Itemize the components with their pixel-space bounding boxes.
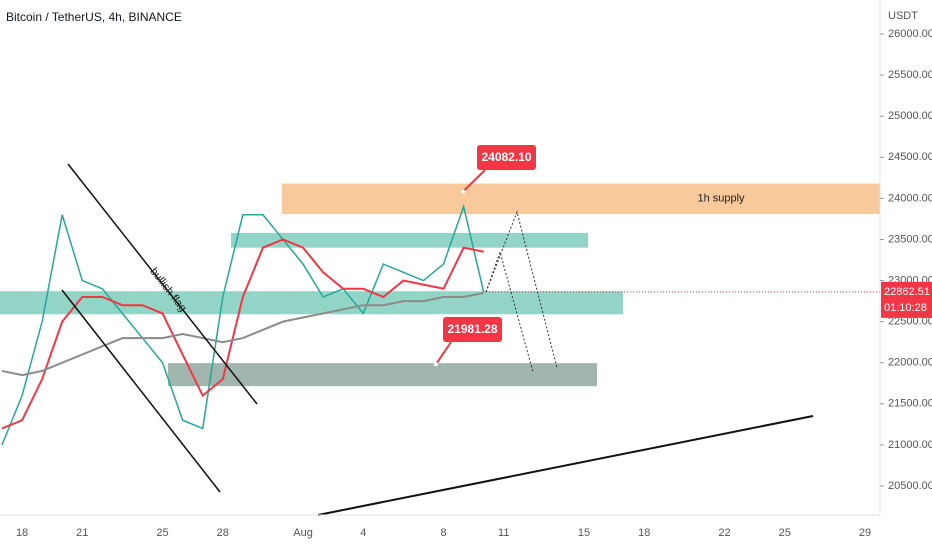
x-tick-label: 28 bbox=[217, 527, 229, 539]
callout-box bbox=[477, 145, 536, 170]
series-line bbox=[1, 203, 485, 446]
callout-anchor bbox=[461, 189, 465, 194]
x-tick-label: 25 bbox=[779, 527, 791, 539]
callout-box bbox=[443, 317, 502, 342]
zone-label: 1h supply bbox=[697, 193, 745, 205]
x-tick-label: 18 bbox=[638, 527, 650, 539]
y-tick-label: 26000.00 bbox=[888, 28, 932, 40]
channel-line bbox=[67, 163, 258, 405]
x-tick-label: 25 bbox=[156, 527, 168, 539]
x-tick-label: Aug bbox=[293, 527, 313, 539]
y-tick-label: 21000.00 bbox=[888, 439, 932, 451]
x-tick-label: 29 bbox=[859, 527, 871, 539]
y-tick-label: 20500.00 bbox=[888, 480, 932, 492]
y-tick-label: 24000.00 bbox=[888, 192, 932, 204]
x-tick-label: 4 bbox=[360, 527, 366, 539]
x-tick-label: 11 bbox=[498, 527, 509, 539]
zone bbox=[0, 291, 623, 315]
y-tick-label: 25000.00 bbox=[888, 110, 932, 122]
plot bbox=[1, 203, 880, 446]
last-price-box bbox=[881, 281, 932, 318]
last-price: 22862.51 bbox=[884, 286, 930, 298]
zone bbox=[231, 232, 588, 248]
projection bbox=[485, 210, 558, 369]
projection bbox=[485, 250, 534, 373]
callout-pointer bbox=[462, 169, 486, 193]
zone bbox=[168, 363, 597, 387]
series-line bbox=[1, 291, 484, 377]
x-tick-label: 15 bbox=[578, 527, 590, 539]
callout-anchor bbox=[434, 362, 438, 367]
channel-line bbox=[61, 289, 221, 493]
y-tick-label: 22000.00 bbox=[888, 357, 932, 369]
x-tick-label: 21 bbox=[76, 527, 88, 539]
axis-unit: USDT bbox=[888, 10, 918, 22]
y-tick-label: 23500.00 bbox=[888, 233, 932, 245]
callout-label: 21981.28 bbox=[447, 322, 497, 336]
y-tick-label: 24500.00 bbox=[888, 151, 932, 163]
x-tick-label: 18 bbox=[16, 527, 28, 539]
y-tick-label: 25500.00 bbox=[888, 69, 932, 81]
series-line bbox=[1, 238, 484, 430]
chart-title: Bitcoin / TetherUS, 4h, BINANCE bbox=[6, 10, 182, 24]
y-tick-label: 21500.00 bbox=[888, 398, 932, 410]
x-tick-label: 22 bbox=[718, 527, 730, 539]
y-tick-label: 22500.00 bbox=[888, 316, 932, 328]
x-tick-label: 8 bbox=[440, 527, 446, 539]
trend-line bbox=[317, 415, 814, 516]
callout-pointer bbox=[435, 341, 452, 365]
zones: 1h supply bbox=[0, 183, 880, 387]
zone bbox=[282, 183, 880, 214]
price-axis bbox=[880, 0, 932, 550]
callout-label: 24082.10 bbox=[481, 150, 531, 164]
countdown: 01:10:28 bbox=[884, 302, 927, 314]
